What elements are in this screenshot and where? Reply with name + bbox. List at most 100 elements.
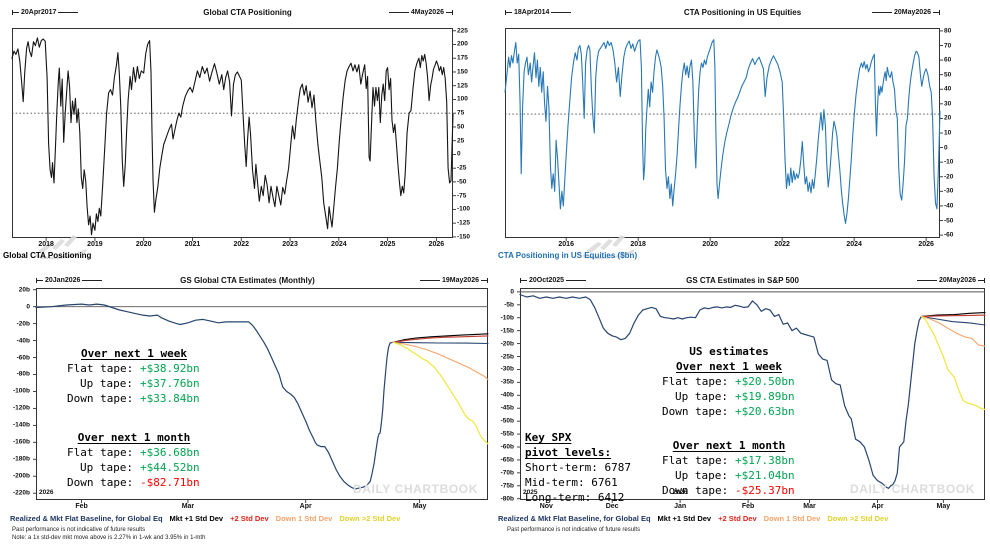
- x-axis-labels: 2016 2018 2020 2022 2024 2026: [505, 241, 940, 251]
- x-tick-label: Apr: [299, 503, 312, 510]
- series-line-realized-mkt-flat-baseline: [519, 293, 922, 489]
- legend-item: +2 Std Dev: [230, 514, 269, 523]
- range-tick: [36, 278, 37, 283]
- annotation-value: +$38.92bn: [140, 362, 200, 375]
- annotation-value: +$36.68bn: [140, 446, 200, 459]
- range-line: [82, 280, 103, 281]
- x-tick-label: Mar: [803, 503, 816, 510]
- legend-item: Realized & Mkt Flat Baseline, for Global…: [10, 514, 163, 523]
- y-tick-label: 80: [944, 27, 952, 35]
- annotation-header: Over next 1 week: [81, 347, 187, 360]
- y-tick-label: -50b: [500, 417, 514, 425]
- annotation-label: Flat tape:: [67, 362, 134, 375]
- range-end-text: 20May2026: [939, 277, 976, 284]
- annotation-header: US estimates: [689, 345, 769, 358]
- annotation-block: Over next 1 month Flat tape: +$17.38bn Up t…: [662, 438, 796, 498]
- year-label: 2026: [39, 489, 54, 496]
- y-tick-label: -55b: [500, 430, 514, 438]
- range-end-label: 20May2026: [872, 9, 940, 16]
- y-axis-labels: 225 200 175 150 125 100 75 50 25 0 -25 -50 -75 -100 -1…: [457, 27, 487, 241]
- x-tick-label: 2024: [331, 241, 347, 248]
- annotation-label: Up tape:: [675, 390, 728, 403]
- y-tick-label: -75b: [500, 482, 514, 490]
- plot-canvas: [517, 288, 986, 503]
- range-line: [917, 280, 938, 281]
- watermark-text: DAILY CHARTBOOK: [352, 482, 478, 496]
- legend-item: Realized & Mkt Flat Baseline, for Global…: [498, 514, 651, 523]
- y-tick-label: 100: [457, 95, 468, 103]
- x-tick-label: Apr: [871, 503, 884, 510]
- y-tick-label: -200b: [13, 472, 30, 480]
- range-line: [13, 12, 19, 13]
- footnote: Past performance is not indicative of fu…: [507, 527, 641, 533]
- range-tick: [505, 10, 506, 15]
- y-tick-label: -15b: [500, 327, 514, 335]
- annotation-label: Up tape:: [80, 461, 133, 474]
- annotation-label: Up tape:: [80, 377, 133, 390]
- annotation-value: +$21.04bn: [735, 469, 795, 482]
- annotation-label: Flat tape:: [662, 454, 729, 467]
- annotation-header: Over next 1 week: [676, 360, 782, 373]
- x-axis-labels: Nov Dec Jan Feb Mar Apr May: [520, 503, 985, 513]
- annotation-block: Over next 1 week Flat tape: +$38.92bn Up ta…: [67, 346, 201, 406]
- chart-title: CTA Positioning in US Equities: [683, 8, 802, 17]
- x-tick-label: May: [412, 503, 427, 510]
- y-tick-label: -75: [457, 192, 467, 200]
- y-tick-label: 30: [944, 100, 952, 108]
- annotation-label: Up tape:: [675, 469, 728, 482]
- x-tick-label: 2016: [558, 241, 574, 248]
- plot-canvas: [33, 288, 489, 503]
- legend-item: Down 1 Std Dev: [275, 514, 333, 523]
- series-line-down-1-std-dev: [392, 341, 489, 381]
- annotation-label: Down tape:: [67, 392, 134, 405]
- range-line: [521, 280, 527, 281]
- range-end-label: 20May2026: [917, 277, 985, 284]
- y-tick-label: -150: [457, 233, 471, 241]
- range-end-text: 4May2026: [410, 9, 444, 16]
- annotation-label: Down tape:: [662, 405, 729, 418]
- y-tick-label: -30b: [500, 365, 514, 373]
- annotation-row: Down tape: +$20.63bn: [662, 404, 796, 419]
- chart-panel-cta-us-equities: 18Apr2014 CTA Positioning in US Equities…: [495, 0, 990, 272]
- chart-title: GS CTA Estimates in S&P 500: [686, 276, 799, 285]
- y-axis-labels: 80 70 60 50 40 30 20 10 0 -10 -20 -30 -40 -50 -60: [944, 27, 974, 238]
- range-tick: [984, 278, 985, 283]
- x-tick-label: 2022: [233, 241, 250, 248]
- annotation-block: Over next 1 month Flat tape: +$36.68bn Up t…: [67, 430, 201, 490]
- annotation-row: Up tape: +$19.89bn: [662, 389, 796, 404]
- range-line: [481, 280, 487, 281]
- range-end-text: 20May2026: [894, 9, 931, 16]
- y-tick-label: -25: [457, 164, 467, 172]
- annotation-row: Down tape: +$33.84bn: [67, 391, 201, 406]
- range-start-label: 18Apr2014: [505, 9, 572, 16]
- y-tick-label: -35b: [500, 378, 514, 386]
- series-line-cta-positioning-in-us-equities-bn: [504, 39, 941, 224]
- x-tick-label: 2023: [282, 241, 298, 248]
- y-tick-label: -100: [457, 205, 471, 213]
- y-tick-label: -70b: [500, 469, 514, 477]
- range-tick: [12, 10, 13, 15]
- y-tick-label: -30: [944, 187, 954, 195]
- plot-area: DAILY CHARTBOOK 2026 Over next 1 week Flat…: [33, 288, 489, 503]
- x-tick-label: 2021: [184, 241, 201, 248]
- legend-item: Down >2 Std Dev: [827, 514, 889, 523]
- axis-series-label: Global CTA Positioning: [3, 251, 92, 260]
- annotation-header: Over next 1 month: [672, 439, 786, 452]
- y-tick-label: 20b: [18, 286, 30, 294]
- y-tick-label: 0: [944, 144, 948, 152]
- annotation-row: Up tape: +$21.04bn: [662, 468, 796, 483]
- plot-area: [504, 28, 943, 260]
- y-axis-labels: 20b 0 -20b -40b -60b -80b -100b -120b -140b -160b…: [3, 286, 33, 500]
- annotation-value: +$20.63bn: [735, 405, 795, 418]
- range-line: [420, 280, 441, 281]
- annotation-row: Flat tape: +$38.92bn: [67, 361, 201, 376]
- range-tick: [452, 10, 453, 15]
- plot-canvas: [11, 28, 456, 241]
- range-end-label: 19May2026: [420, 277, 488, 284]
- footnote: Note: a 1x std-dev mkt move above is 2.2…: [12, 535, 206, 541]
- x-tick-label: 2025: [379, 241, 396, 248]
- footnote: Past performance is not indicative of fu…: [12, 527, 146, 533]
- x-tick-label: 2026: [918, 241, 934, 248]
- y-tick-label: -20: [944, 173, 954, 181]
- annotation-value: -$25.37bn: [735, 484, 795, 497]
